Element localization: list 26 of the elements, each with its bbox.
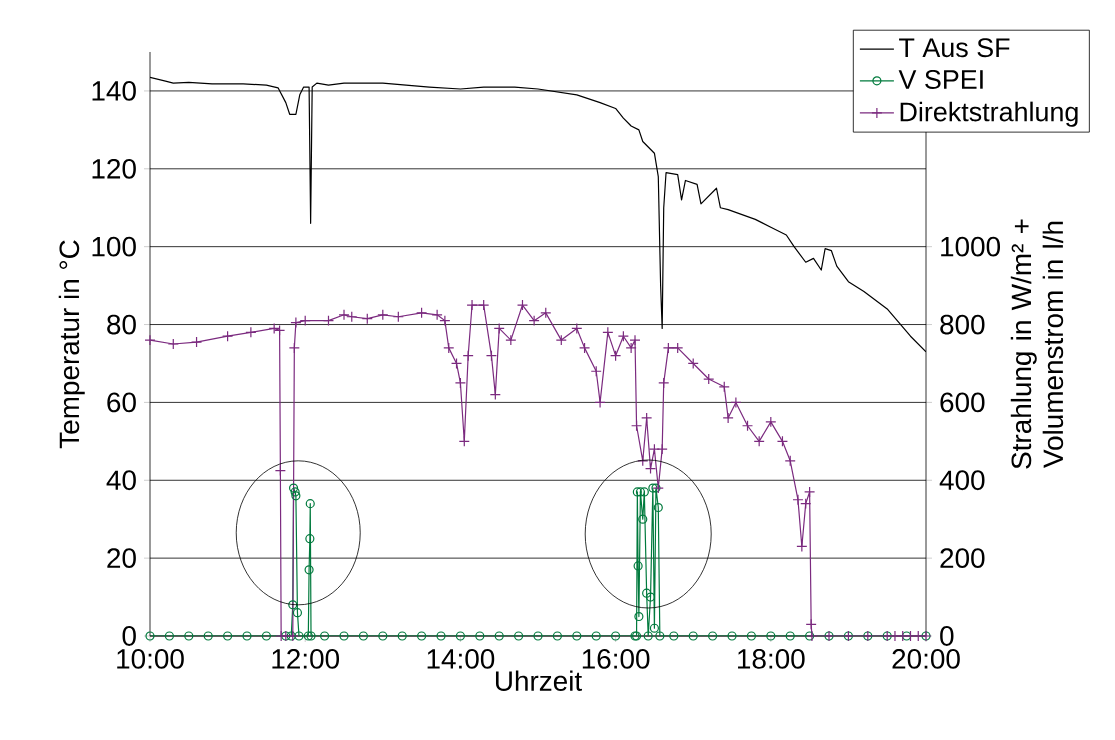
legend-label: V SPEI: [898, 69, 983, 89]
y2-tick-label: 0: [940, 626, 954, 646]
y-tick-label: 40: [106, 470, 136, 491]
y-tick-label: 100: [92, 236, 136, 257]
y2-tick-label: 400: [939, 470, 985, 491]
y2-axis-title: Strahlung in W/m² + Volumenstrom in l/h: [1010, 219, 1064, 469]
x-tick-label: 20:00: [892, 649, 960, 669]
x-tick-label: 10:00: [117, 649, 184, 669]
y-tick-label: 140: [92, 81, 136, 101]
y-axis-title: Temperatur in °C: [58, 240, 85, 449]
y-tick-label: 80: [107, 314, 136, 335]
y2-tick-label: 600: [940, 392, 985, 413]
legend-label: T Aus SF: [899, 38, 1010, 58]
y2-tick-label: 800: [940, 314, 985, 335]
y2-tick-label: 1000: [941, 236, 1001, 257]
y2-tick-label: 200: [940, 548, 985, 569]
y-tick-label: 60: [107, 392, 136, 413]
y-tick-label: 0: [122, 626, 136, 646]
x-tick-label: 16:00: [582, 649, 650, 669]
x-tick-label: 14:00: [427, 649, 495, 669]
y-tick-label: 20: [107, 548, 136, 569]
x-tick-label: 12:00: [272, 649, 340, 669]
x-tick-label: 18:00: [738, 649, 805, 669]
y-tick-label: 120: [92, 158, 136, 179]
legend-label: Direktstrahlung: [900, 101, 1078, 127]
x-axis-title: Uhrzeit: [495, 670, 582, 691]
